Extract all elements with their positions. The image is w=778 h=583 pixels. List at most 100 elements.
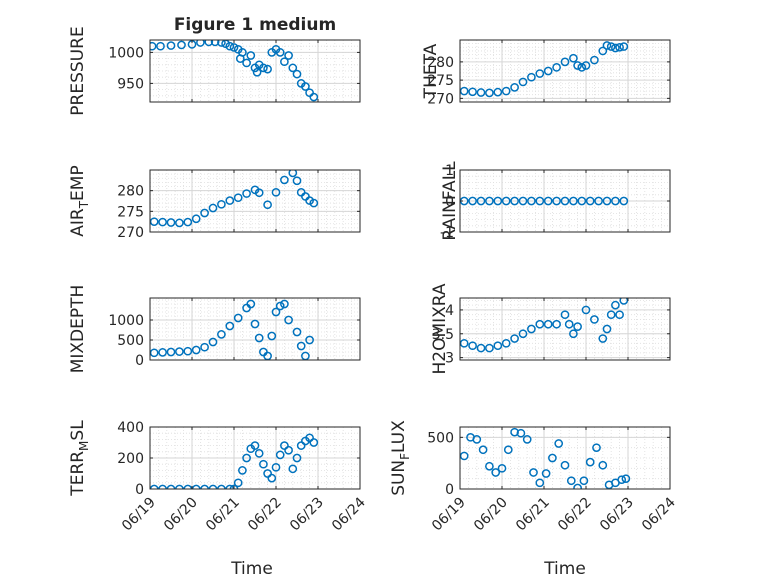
data-point — [225, 41, 235, 51]
data-point — [246, 299, 256, 309]
data-point — [527, 324, 536, 334]
data-point — [516, 428, 526, 438]
data-point — [552, 196, 561, 206]
data-point — [485, 196, 494, 206]
data-point — [611, 300, 620, 310]
data-point — [150, 348, 159, 358]
series-markers — [150, 40, 319, 102]
data-point — [585, 196, 595, 206]
data-point — [263, 64, 272, 74]
y-tick-label: 0 — [445, 194, 454, 210]
x-tick-label: 06/20 — [161, 495, 201, 535]
data-point — [560, 196, 570, 206]
x-tick-label: 06/24 — [639, 494, 679, 534]
axes-box — [149, 39, 361, 103]
ylabel-theta: THETA — [421, 43, 441, 99]
y-tick-label: 280 — [427, 55, 454, 71]
data-point — [292, 327, 302, 337]
data-point — [573, 483, 582, 489]
y-tick-label: 275 — [427, 73, 454, 89]
data-point — [493, 87, 503, 97]
data-point — [250, 319, 260, 329]
x-tick-label: 06/21 — [513, 495, 553, 535]
x-tick-label: 06/24 — [329, 494, 369, 534]
data-point — [491, 468, 501, 477]
data-point — [611, 196, 620, 206]
xlabel-time-left: Time — [230, 559, 273, 579]
data-point — [493, 196, 503, 206]
data-point — [581, 305, 591, 315]
data-point — [543, 319, 553, 329]
data-point — [150, 41, 157, 51]
data-point — [510, 334, 519, 343]
data-point — [284, 51, 293, 60]
data-point — [309, 198, 319, 208]
subplot-terr-msl: TERRMSL Time 06/19 06/20 06/21 06/22 06/23 06… — [68, 420, 369, 579]
subplot-air-temp: AIRTEMP 270 275 280 — [68, 165, 361, 241]
ylabel-mixdepth: MIXDEPTH — [68, 285, 88, 374]
data-point — [518, 196, 528, 206]
data-point — [254, 188, 264, 198]
y-tick-label: 280 — [117, 184, 144, 200]
data-point — [259, 459, 268, 469]
data-point — [292, 453, 302, 463]
data-point — [200, 342, 209, 352]
data-point — [309, 438, 319, 447]
data-point — [242, 58, 251, 68]
data-point — [592, 443, 601, 453]
x-tick-label: 06/23 — [597, 495, 637, 535]
data-point — [569, 196, 578, 206]
series-markers — [150, 299, 314, 360]
series-markers — [460, 196, 629, 206]
data-point — [301, 192, 310, 201]
data-point — [554, 439, 564, 448]
data-point — [175, 347, 184, 356]
data-point — [233, 478, 243, 488]
data-point — [208, 337, 218, 347]
data-point — [275, 301, 285, 311]
ylabel-terr-msl: TERRMSL — [68, 420, 91, 497]
ylabel-air-temp: AIRTEMP — [68, 165, 91, 236]
x-tick-label: 06/21 — [203, 495, 243, 535]
data-point — [468, 196, 477, 206]
data-point — [598, 334, 608, 343]
data-point — [552, 319, 561, 329]
subplot-sun-flux: SUNFLUX Time 06/19 06/20 06/21 06/22 06/23 06… — [389, 420, 679, 579]
data-point — [280, 57, 289, 67]
data-point — [518, 329, 528, 339]
data-point — [621, 474, 631, 484]
data-point — [267, 331, 277, 341]
data-point — [619, 196, 629, 206]
data-point — [527, 72, 536, 82]
data-point — [259, 63, 268, 73]
data-point — [468, 341, 477, 351]
data-point — [485, 343, 494, 353]
data-point — [543, 66, 553, 76]
data-point — [225, 321, 235, 331]
subplot-theta: THETA 270 275 280 — [421, 39, 671, 107]
data-point — [280, 175, 289, 185]
data-point — [288, 63, 298, 73]
data-point — [288, 170, 298, 178]
y-tick-label: 0 — [445, 482, 454, 498]
data-point — [275, 450, 285, 460]
data-point — [560, 310, 570, 320]
data-point — [238, 466, 247, 475]
y-tick-label: 500 — [427, 430, 454, 446]
ylabel-h2omixra: H2OMIXRA — [430, 283, 450, 374]
data-point — [204, 40, 214, 47]
y-tick-label: 270 — [427, 91, 454, 107]
data-point — [252, 67, 262, 77]
data-point — [217, 40, 226, 47]
data-point — [238, 48, 247, 57]
y-tick-label: 270 — [117, 225, 144, 241]
data-point — [288, 464, 298, 474]
data-point — [305, 88, 314, 98]
data-point — [166, 218, 176, 227]
data-point — [191, 345, 201, 355]
data-point — [275, 48, 285, 57]
ylabel-rainfall: RAINFALL — [440, 161, 460, 241]
data-point — [254, 449, 264, 458]
y-tick-label: 1000 — [108, 45, 144, 61]
data-point — [233, 313, 243, 323]
